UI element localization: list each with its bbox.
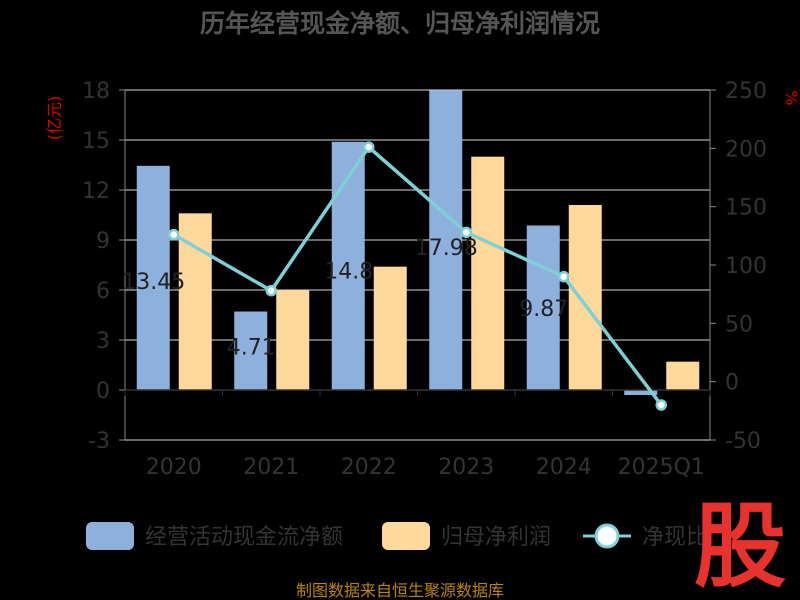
right-tick-label: 250	[725, 79, 767, 104]
bar-value-label: 14.8	[324, 259, 373, 284]
bar-value-label: 9.87	[519, 297, 568, 322]
legend-swatch-net-profit	[382, 522, 430, 550]
right-tick-label: 200	[725, 137, 767, 162]
bar-cash-flow	[624, 390, 658, 395]
bar-net-profit	[471, 156, 505, 390]
logo-glyph: 股	[694, 498, 786, 594]
category-label: 2023	[438, 455, 494, 480]
bar-net-profit	[568, 205, 602, 390]
bar-value-label: 4.71	[227, 336, 276, 361]
ratio-point	[168, 228, 180, 241]
legend-swatch-ratio-point	[594, 523, 620, 549]
left-tick-label: 6	[96, 279, 110, 304]
right-tick-label: 100	[725, 254, 767, 279]
footer-source: 制图数据来自恒生聚源数据库	[296, 581, 504, 600]
ratio-point	[265, 284, 277, 297]
left-axis-unit: (亿元)	[45, 96, 64, 141]
left-tick-label: -3	[88, 429, 110, 454]
ratio-line	[172, 144, 663, 407]
right-axis-unit: %	[782, 90, 800, 105]
right-tick-label: 150	[725, 196, 767, 221]
bar-cash-flow	[429, 90, 463, 390]
category-label: 2024	[536, 455, 592, 480]
category-label: 2021	[243, 455, 299, 480]
left-tick-label: 9	[96, 229, 110, 254]
left-tick-label: 15	[82, 129, 110, 154]
category-label: 2022	[341, 455, 397, 480]
left-tick-label: 12	[82, 179, 110, 204]
bar-value-label: 13.45	[122, 270, 185, 295]
right-tick-label: 50	[725, 312, 753, 337]
right-tick-label: -50	[725, 429, 761, 454]
legend-label-net-profit: 归母净利润	[441, 525, 551, 550]
bar-cash-flow	[234, 311, 268, 390]
legend-label-ratio: 净现比	[642, 525, 708, 550]
bar-cash-flow	[331, 141, 365, 390]
bar-net-profit	[178, 213, 212, 390]
left-tick-label: 3	[96, 329, 110, 354]
ratio-point	[655, 399, 667, 411]
chart-title: 历年经营现金净额、归母净利润情况	[200, 9, 600, 38]
bar-net-profit	[666, 361, 700, 390]
legend-swatch-cash-flow	[86, 522, 134, 550]
stock-logo: 股	[694, 498, 786, 594]
left-tick-label: 18	[82, 79, 110, 104]
ratio-point	[363, 141, 375, 153]
left-tick-label: 0	[96, 379, 110, 404]
bar-net-profit	[373, 266, 407, 390]
bar-value-label: 17.98	[415, 236, 478, 261]
legend-label-cash-flow: 经营活动现金流净额	[145, 525, 343, 550]
bar-net-profit	[276, 290, 310, 390]
ratio-point	[558, 270, 570, 283]
category-label: 2020	[146, 455, 202, 480]
ratio-point	[460, 226, 472, 239]
right-tick-label: 0	[725, 371, 739, 396]
category-label: 2025Q1	[618, 455, 705, 480]
bar-cash-flow	[136, 165, 170, 390]
bar-cash-flow	[526, 225, 560, 390]
